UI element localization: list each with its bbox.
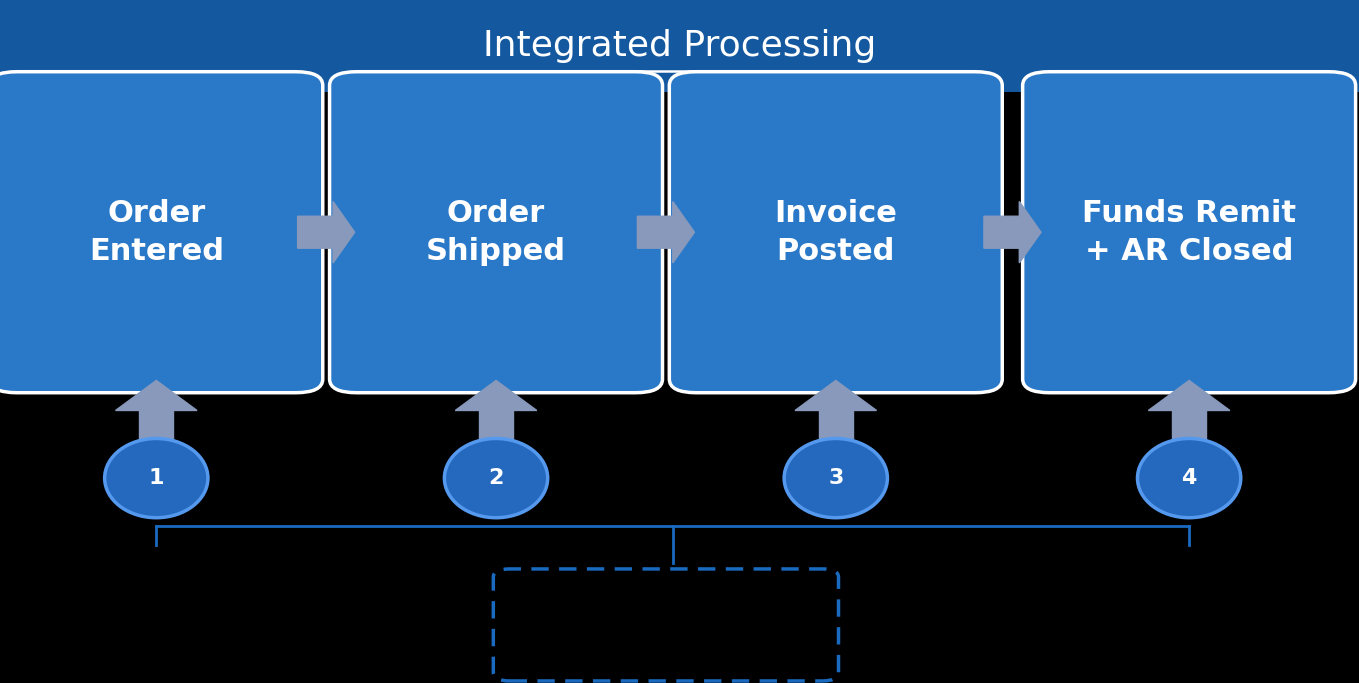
Polygon shape	[818, 410, 853, 441]
Text: Order
Entered: Order Entered	[88, 199, 224, 266]
Ellipse shape	[444, 438, 548, 518]
Text: 2: 2	[488, 468, 504, 488]
Polygon shape	[1171, 410, 1207, 441]
Polygon shape	[984, 201, 1041, 263]
Ellipse shape	[784, 438, 887, 518]
Polygon shape	[116, 380, 197, 410]
Text: Funds Remit
+ AR Closed: Funds Remit + AR Closed	[1082, 199, 1296, 266]
Text: Order
Shipped: Order Shipped	[425, 199, 567, 266]
Polygon shape	[298, 201, 355, 263]
FancyBboxPatch shape	[0, 72, 323, 393]
Polygon shape	[637, 201, 694, 263]
FancyBboxPatch shape	[1022, 72, 1355, 393]
Text: 4: 4	[1181, 468, 1197, 488]
Polygon shape	[455, 380, 537, 410]
Ellipse shape	[1137, 438, 1241, 518]
Polygon shape	[139, 410, 174, 441]
FancyBboxPatch shape	[329, 72, 663, 393]
Ellipse shape	[105, 438, 208, 518]
Text: 1: 1	[148, 468, 164, 488]
Bar	[0, 0, 1359, 92]
Text: Integrated Processing: Integrated Processing	[482, 29, 877, 63]
Text: Invoice
Posted: Invoice Posted	[775, 199, 897, 266]
Text: 3: 3	[828, 468, 844, 488]
Polygon shape	[1148, 380, 1230, 410]
FancyBboxPatch shape	[669, 72, 1002, 393]
Polygon shape	[478, 410, 514, 441]
Polygon shape	[795, 380, 877, 410]
